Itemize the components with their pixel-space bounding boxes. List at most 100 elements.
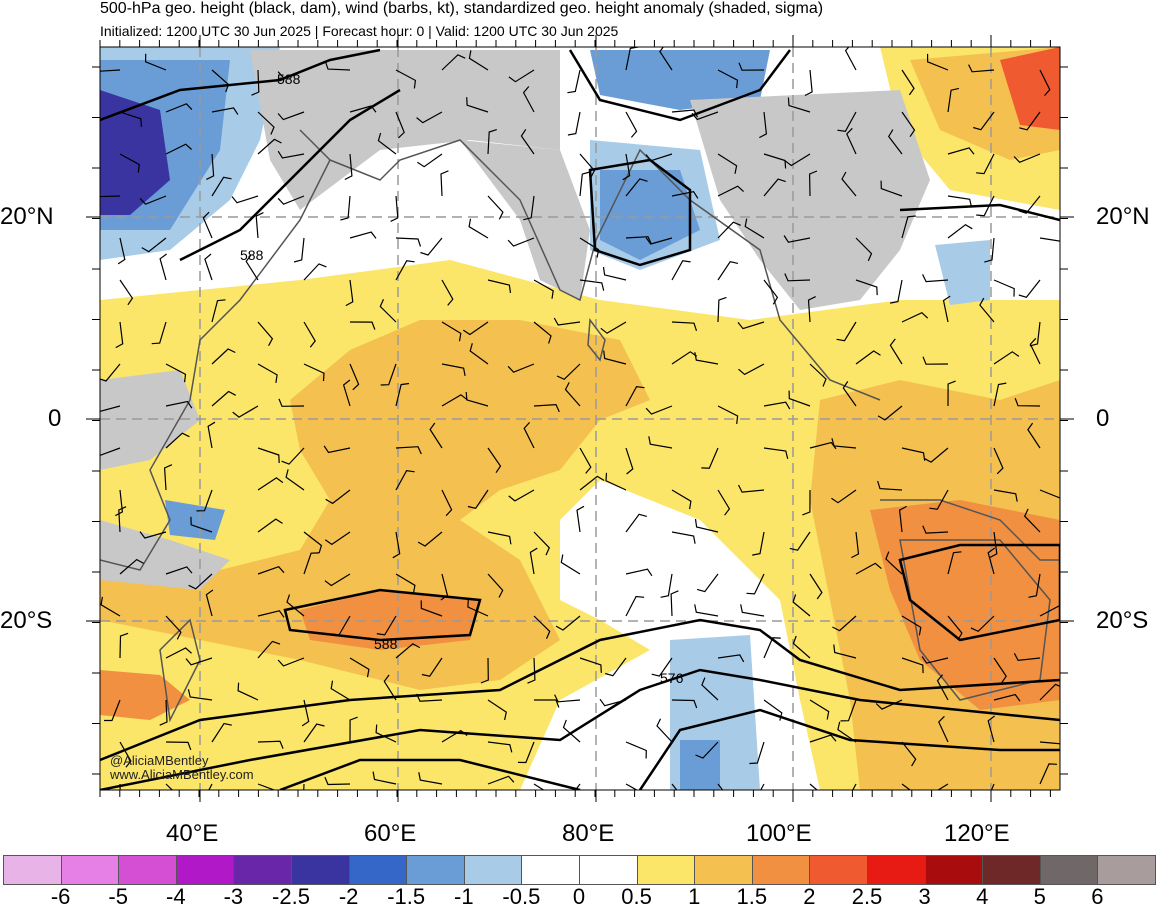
wind-barb xyxy=(533,403,560,413)
wind-barb xyxy=(165,432,190,449)
anomaly-blue-india-core xyxy=(600,170,700,260)
wind-barb xyxy=(487,129,497,155)
wind-barb xyxy=(376,615,397,636)
wind-barb xyxy=(746,573,765,595)
wind-barb xyxy=(701,677,719,701)
wind-barb xyxy=(349,363,360,391)
wind-barb xyxy=(487,279,512,294)
wind-barb xyxy=(257,477,284,491)
wind-barb xyxy=(185,657,213,666)
wind-barb xyxy=(441,729,468,743)
wind-barb xyxy=(100,363,121,382)
wind-barb xyxy=(395,470,415,491)
wind-barb xyxy=(603,350,627,365)
chart-title: 500-hPa geo. height (black, dam), wind (… xyxy=(100,0,824,17)
wind-barb xyxy=(784,273,811,282)
terrain-mask-asia xyxy=(690,90,930,310)
wind-barb xyxy=(342,379,351,407)
wind-barb xyxy=(660,573,673,598)
wind-barb xyxy=(277,69,305,79)
wind-barb xyxy=(375,724,397,743)
wind-barb xyxy=(877,480,903,491)
wind-barb xyxy=(100,195,121,198)
wind-barb xyxy=(165,143,193,155)
wind-barb xyxy=(330,680,351,701)
wind-barb xyxy=(139,531,167,539)
wind-barb xyxy=(206,153,215,180)
wind-barb xyxy=(159,699,168,726)
wind-barb xyxy=(947,615,963,641)
wind-barb xyxy=(165,103,193,113)
wind-barb xyxy=(349,716,358,743)
wind-barb xyxy=(303,263,327,281)
wind-barb xyxy=(100,405,121,412)
colorbar-label: 1 xyxy=(688,884,701,909)
wind-barb xyxy=(567,111,581,136)
wind-barb xyxy=(416,693,443,702)
wind-barb xyxy=(324,573,351,587)
wind-barb xyxy=(417,153,443,168)
wind-barb xyxy=(695,741,719,759)
lat-label-right: 0 xyxy=(1096,405,1110,432)
terrain-mask-india xyxy=(460,140,590,300)
wind-barb xyxy=(324,61,351,71)
wind-barb xyxy=(671,351,698,365)
wind-barb xyxy=(567,69,581,94)
wind-barb xyxy=(554,694,581,703)
wind-barb xyxy=(901,215,916,239)
wind-barb xyxy=(947,223,973,239)
wind-barb xyxy=(211,722,232,743)
wind-barb xyxy=(527,657,536,684)
wind-barb xyxy=(889,338,903,365)
wind-barb xyxy=(303,321,316,348)
wind-barb xyxy=(976,153,995,175)
wind-barb xyxy=(625,111,638,138)
wind-barb xyxy=(1018,195,1041,214)
wind-barb xyxy=(671,489,692,510)
contour-label: 576 xyxy=(660,670,684,686)
wind-barb xyxy=(901,111,916,138)
wind-barb xyxy=(395,69,417,89)
wind-barb xyxy=(976,195,995,217)
wind-barb xyxy=(763,153,787,169)
contour-label: 588 xyxy=(240,247,264,263)
wind-barb xyxy=(441,394,468,407)
wind-barb xyxy=(809,441,837,450)
wind-barb xyxy=(211,390,236,407)
wind-barb xyxy=(211,69,230,93)
wind-barb xyxy=(922,356,949,365)
wind-barb xyxy=(324,531,351,546)
wind-barb xyxy=(851,531,860,559)
colorbar-cell xyxy=(521,855,580,885)
wind-barb xyxy=(936,674,949,701)
wind-barb xyxy=(553,317,581,326)
wind-barb xyxy=(979,297,995,323)
wind-barb xyxy=(809,734,837,743)
wind-barb xyxy=(855,237,873,262)
wind-barb xyxy=(809,573,823,600)
wind-barb xyxy=(832,615,857,632)
wind-barb xyxy=(255,212,264,239)
wind-barb xyxy=(625,783,638,790)
wind-barb xyxy=(744,218,765,239)
wind-barb xyxy=(901,741,917,767)
wind-barb xyxy=(717,405,739,425)
wind-barb xyxy=(836,321,857,342)
lon-label: 60°E xyxy=(364,820,417,847)
colorbar-cell xyxy=(867,855,926,885)
wind-barb xyxy=(947,551,962,575)
wind-barb xyxy=(257,111,275,135)
wind-barb xyxy=(993,279,1015,297)
wind-barb xyxy=(190,516,213,533)
wind-barb xyxy=(440,170,449,197)
wind-barb xyxy=(480,657,489,684)
wind-barb xyxy=(947,380,956,407)
wind-barb xyxy=(809,783,818,790)
wind-barb xyxy=(465,391,489,407)
wind-barb xyxy=(211,107,239,115)
wind-barb xyxy=(749,741,765,765)
wind-barb xyxy=(187,689,213,701)
wind-barb xyxy=(533,531,551,556)
wind-barb xyxy=(855,350,881,365)
wind-barb xyxy=(325,489,351,505)
